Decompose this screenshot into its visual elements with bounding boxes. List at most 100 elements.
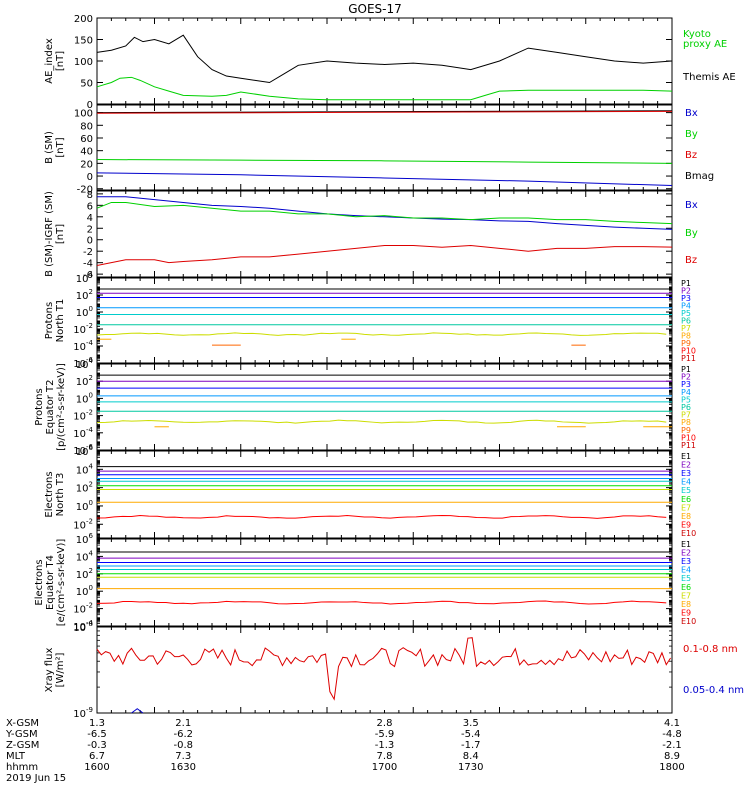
y-axis-label: Electrons (34, 559, 45, 605)
y-axis-label: [p/(cm²-s-sr-keV)] (56, 363, 67, 451)
legend-entry: P10 (681, 347, 696, 356)
time-axis-value: 2.8 (377, 718, 393, 729)
y-tick-label: 100 (74, 109, 93, 120)
y-tick-label: 10-2 (73, 322, 93, 336)
series-line (96, 419, 667, 424)
series-line (96, 332, 667, 336)
y-tick-label: 100 (76, 499, 93, 513)
y-axis-label: AE_index (44, 38, 55, 84)
y-axis-label: Xray flux (44, 648, 55, 693)
legend-entry: P5 (681, 309, 691, 318)
legend-entry: P7 (681, 411, 691, 420)
legend-entry: P1 (681, 365, 691, 374)
y-tick-label: 0 (87, 100, 93, 111)
series-line (96, 244, 673, 267)
y-tick-label: 50 (80, 79, 93, 90)
series-line (96, 600, 667, 605)
time-axis-value: -0.8 (173, 740, 193, 751)
legend-entry: E2 (681, 461, 691, 470)
legend-entry: E10 (681, 617, 696, 626)
plot-frame (96, 277, 673, 364)
time-axis-value: 1700 (372, 762, 397, 773)
y-tick-label: 102 (76, 481, 93, 495)
legend-entry: P5 (681, 395, 691, 404)
y-axis-label: [nT] (55, 51, 66, 71)
plot-frame (96, 363, 673, 451)
legend-entry: P11 (681, 354, 696, 363)
legend-entry: E3 (681, 469, 691, 478)
y-axis-label: [e/(cm²-s-sr-keV)] (56, 539, 67, 627)
y-axis-label: B (SM) (44, 131, 55, 164)
y-tick-label: 10-2 (73, 602, 93, 616)
y-axis-label: [nT] (55, 224, 66, 244)
y-tick-label: 10-4 (73, 339, 93, 353)
y-tick-label: 100 (76, 391, 93, 405)
y-tick-label: 10-2 (73, 409, 93, 423)
legend-entry: By (685, 129, 698, 140)
series-line (96, 172, 673, 187)
y-tick-label: 10-4 (73, 426, 93, 440)
legend-entry: 0.1-0.8 nm (683, 644, 738, 655)
legend-entry: P8 (681, 332, 691, 341)
legend-entry: E7 (681, 503, 691, 512)
legend-entry: E6 (681, 495, 691, 504)
time-axis-value: 1600 (84, 762, 109, 773)
time-axis-value: 3.5 (463, 718, 479, 729)
legend-entry: P7 (681, 324, 691, 333)
legend-entry: Bx (685, 108, 698, 119)
y-tick-label: -6 (83, 270, 93, 281)
legend-entry: 0.05-0.4 nm (683, 685, 744, 696)
y-axis-label: North T1 (55, 299, 66, 343)
y-tick-label: 6 (87, 201, 93, 212)
y-tick-label: 150 (74, 36, 93, 47)
y-tick-label: 106 (76, 532, 94, 546)
time-axis-value: -2.1 (662, 740, 682, 751)
legend-entry: E4 (681, 566, 691, 575)
legend-entry: P4 (681, 302, 691, 311)
legend-entry: Bmag (685, 171, 714, 182)
y-tick-label: 100 (76, 584, 93, 598)
y-tick-label: 10-2 (73, 517, 93, 531)
y-tick-label: 20 (80, 159, 93, 170)
time-axis-value: 1630 (171, 762, 196, 773)
series-line (96, 34, 673, 84)
series-line (96, 515, 667, 519)
y-axis-label: Protons (34, 388, 45, 425)
time-axis-value: -5.9 (375, 729, 395, 740)
series-line (96, 201, 673, 225)
y-tick-label: 80 (80, 121, 93, 132)
y-tick-label: 200 (74, 14, 93, 25)
y-tick-label: 102 (76, 288, 93, 302)
time-axis-value: 1730 (458, 762, 483, 773)
y-tick-label: 10-8 (73, 620, 93, 634)
y-tick-label: 0 (87, 236, 93, 247)
time-axis-row-label: X-GSM (6, 718, 39, 729)
time-axis-value: -6.5 (87, 729, 107, 740)
legend-entry: P2 (681, 373, 691, 382)
legend-entry: E8 (681, 600, 691, 609)
y-tick-label: 102 (76, 374, 93, 388)
y-tick-label: 104 (76, 271, 94, 285)
series-line (96, 110, 673, 114)
time-axis-value: -5.4 (461, 729, 481, 740)
legend-entry: E4 (681, 478, 691, 487)
legend-entry: P9 (681, 426, 691, 435)
y-tick-label: 104 (76, 462, 94, 476)
plot-frame (96, 104, 673, 191)
time-axis-row-label: hhmm (6, 762, 38, 773)
legend-entry: E1 (681, 540, 691, 549)
legend-entry: P4 (681, 388, 691, 397)
xray-short-spike (131, 708, 144, 714)
legend-entry: E2 (681, 549, 691, 558)
legend-entry: proxy AE (683, 39, 727, 50)
plot-frame (96, 17, 673, 105)
page-title: GOES-17 (348, 2, 402, 16)
legend-entry: E9 (681, 608, 691, 617)
